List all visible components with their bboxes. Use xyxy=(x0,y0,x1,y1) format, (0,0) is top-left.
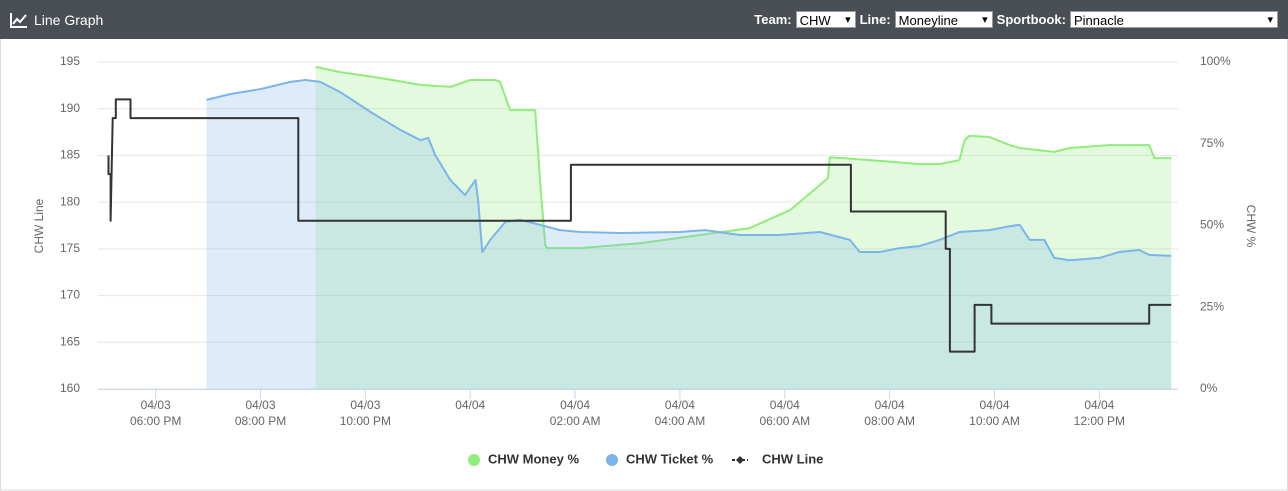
y-tick-label: 180 xyxy=(60,194,80,208)
controls: Team: CHW Line: Moneyline Sportbook: Pin… xyxy=(754,11,1278,29)
header-bar: Line Graph Team: CHW Line: Moneyline Spo… xyxy=(0,0,1288,39)
series-line xyxy=(206,79,1172,262)
x-tick-label: 10:00 PM xyxy=(340,414,391,428)
series-line xyxy=(315,65,1172,250)
x-tick-label: 04/03 xyxy=(350,398,380,412)
x-tick-label: 12:00 PM xyxy=(1074,414,1125,428)
x-tick-label: 04:00 AM xyxy=(655,414,706,428)
header-title: Line Graph xyxy=(34,11,104,28)
y-tick-label: 195 xyxy=(60,54,80,68)
control-label: Sportbook: xyxy=(996,12,1066,27)
x-tick-label: 10:00 AM xyxy=(969,414,1020,428)
x-tick-label: 04/03 xyxy=(141,398,171,412)
y2-tick-label: 25% xyxy=(1200,299,1224,313)
area xyxy=(206,80,1172,389)
x-tick-label: 08:00 AM xyxy=(864,414,915,428)
y-tick-label: 165 xyxy=(60,334,80,348)
x-tick-label: 04/04 xyxy=(770,398,800,412)
sportbook-select[interactable]: Pinnacle xyxy=(1070,11,1278,29)
x-tick-label: 06:00 PM xyxy=(130,414,181,428)
legend-label: CHW Ticket % xyxy=(626,451,714,466)
y-axis-title: CHW Line xyxy=(32,198,46,253)
legend-symbol xyxy=(736,456,744,464)
y2-axis-title: CHW % xyxy=(1244,205,1258,248)
area xyxy=(315,66,1172,390)
y2-tick-label: 100% xyxy=(1200,54,1231,68)
legend-symbol xyxy=(468,454,480,466)
line-select[interactable]: Moneyline xyxy=(894,11,993,29)
y2-tick-label: 75% xyxy=(1200,136,1224,150)
legend-label: CHW Money % xyxy=(488,451,579,466)
legend-symbol xyxy=(606,454,618,466)
x-tick-label: 06:00 AM xyxy=(759,414,810,428)
x-tick-label: 04/04 xyxy=(875,398,905,412)
y-tick-label: 160 xyxy=(60,381,80,395)
control-label: Team: xyxy=(754,12,792,27)
x-tick-label: 08:00 PM xyxy=(235,414,286,428)
y2-tick-label: 0% xyxy=(1200,381,1218,395)
y-tick-label: 175 xyxy=(60,241,80,255)
y-tick-label: 185 xyxy=(60,148,80,162)
x-tick-label: 04/04 xyxy=(455,398,485,412)
team-select[interactable]: CHW xyxy=(795,11,856,29)
control-label: Line: xyxy=(859,12,891,27)
y2-tick-label: 50% xyxy=(1200,218,1224,232)
y-tick-label: 190 xyxy=(60,101,80,115)
x-tick-label: 02:00 AM xyxy=(550,414,601,428)
x-tick-label: 04/04 xyxy=(1084,398,1114,412)
x-tick-label: 04/04 xyxy=(665,398,695,412)
y-tick-label: 170 xyxy=(60,288,80,302)
legend-label: CHW Line xyxy=(762,451,823,466)
series-line xyxy=(107,98,1172,353)
chart-icon xyxy=(10,12,27,28)
x-tick-label: 04/04 xyxy=(560,398,590,412)
x-tick-label: 04/04 xyxy=(979,398,1009,412)
x-tick-label: 04/03 xyxy=(246,398,276,412)
